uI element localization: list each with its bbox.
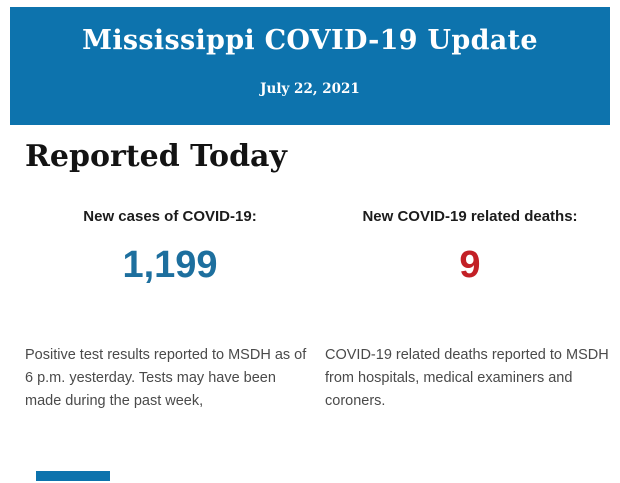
- new-deaths-description: COVID-19 related deaths reported to MSDH…: [325, 347, 609, 409]
- header-banner: Mississippi COVID-19 Update July 22, 202…: [10, 7, 610, 125]
- report-date: July 22, 2021: [260, 81, 360, 97]
- page-title: Mississippi COVID-19 Update: [82, 25, 538, 56]
- stats-row: New cases of COVID-19: 1,199 Positive te…: [25, 208, 615, 413]
- new-deaths-value: 9: [459, 244, 481, 286]
- stat-new-cases: New cases of COVID-19: 1,199 Positive te…: [25, 208, 315, 413]
- new-cases-description: Positive test results reported to MSDH a…: [25, 347, 307, 409]
- new-cases-value: 1,199: [122, 244, 218, 286]
- new-deaths-label: New COVID-19 related deaths:: [362, 208, 578, 225]
- bottom-accent-bar: [36, 471, 110, 481]
- new-cases-label: New cases of COVID-19:: [83, 208, 257, 225]
- section-title: Reported Today: [25, 139, 287, 174]
- stat-new-deaths: New COVID-19 related deaths: 9 COVID-19 …: [325, 208, 615, 413]
